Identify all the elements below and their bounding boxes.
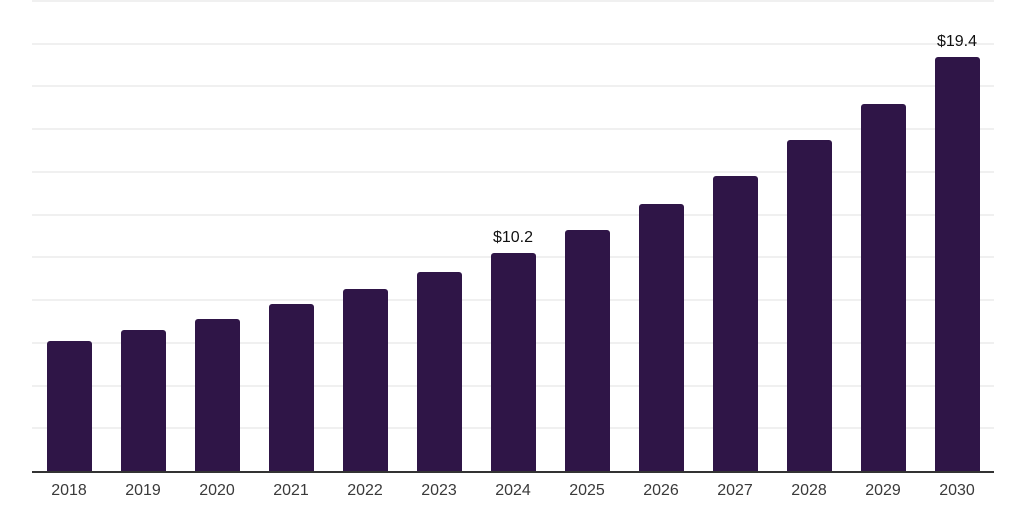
bar-slot-2026 bbox=[638, 1, 684, 471]
x-tick-2029: 2029 bbox=[865, 482, 901, 499]
bar-slot-2027 bbox=[712, 1, 758, 471]
bar-slot-2029 bbox=[860, 1, 906, 471]
gridline-16 bbox=[32, 128, 994, 131]
bar-slot-2025 bbox=[564, 1, 610, 471]
gridline-20 bbox=[32, 42, 994, 45]
x-tick-2022: 2022 bbox=[347, 482, 383, 499]
gridline-18 bbox=[32, 85, 994, 88]
x-tick-2024: 2024 bbox=[495, 482, 531, 499]
bar-slot-2028 bbox=[786, 1, 832, 471]
x-tick-2020: 2020 bbox=[199, 482, 235, 499]
bar-series: $10.2 $19.4 bbox=[32, 1, 994, 471]
bar-slot-2024: $10.2 bbox=[490, 1, 536, 471]
data-label-2024: $10.2 bbox=[492, 229, 534, 247]
x-tick-2026: 2026 bbox=[643, 482, 679, 499]
bar-slot-2022 bbox=[342, 1, 388, 471]
x-axis-tick-labels: 2018 2019 2020 2021 2022 2023 2024 2025 2026 2027… bbox=[32, 482, 994, 500]
bar-2029 bbox=[860, 103, 906, 471]
bar-slot-2020 bbox=[194, 1, 240, 471]
gridline-22 bbox=[32, 0, 994, 2]
x-tick-2019: 2019 bbox=[125, 482, 161, 499]
x-tick-2023: 2023 bbox=[421, 482, 457, 499]
bar-slot-2018 bbox=[46, 1, 92, 471]
bar-2021 bbox=[268, 304, 314, 471]
bar-2024 bbox=[490, 253, 536, 471]
bar-2025 bbox=[564, 229, 610, 471]
bar-slot-2030: $19.4 bbox=[934, 1, 980, 471]
gridline-14 bbox=[32, 170, 994, 173]
plot-area: $10.2 $19.4 bbox=[32, 0, 994, 473]
bar-2023 bbox=[416, 272, 462, 471]
data-label-2030: $19.4 bbox=[936, 32, 978, 50]
bar-slot-2019 bbox=[120, 1, 166, 471]
bar-2022 bbox=[342, 289, 388, 471]
x-tick-2021: 2021 bbox=[273, 482, 309, 499]
bar-slot-2023 bbox=[416, 1, 462, 471]
bar-slot-2021 bbox=[268, 1, 314, 471]
x-tick-2025: 2025 bbox=[569, 482, 605, 499]
bar-2019 bbox=[120, 330, 166, 471]
x-tick-2018: 2018 bbox=[51, 482, 87, 499]
bar-2030 bbox=[934, 56, 980, 471]
gridline-12 bbox=[32, 213, 994, 216]
bar-2018 bbox=[46, 340, 92, 471]
x-tick-2030: 2030 bbox=[939, 482, 975, 499]
x-tick-2028: 2028 bbox=[791, 482, 827, 499]
bar-2026 bbox=[638, 203, 684, 471]
bar-2027 bbox=[712, 176, 758, 471]
bar-2028 bbox=[786, 139, 832, 471]
bar-2020 bbox=[194, 319, 240, 471]
x-tick-2027: 2027 bbox=[717, 482, 753, 499]
